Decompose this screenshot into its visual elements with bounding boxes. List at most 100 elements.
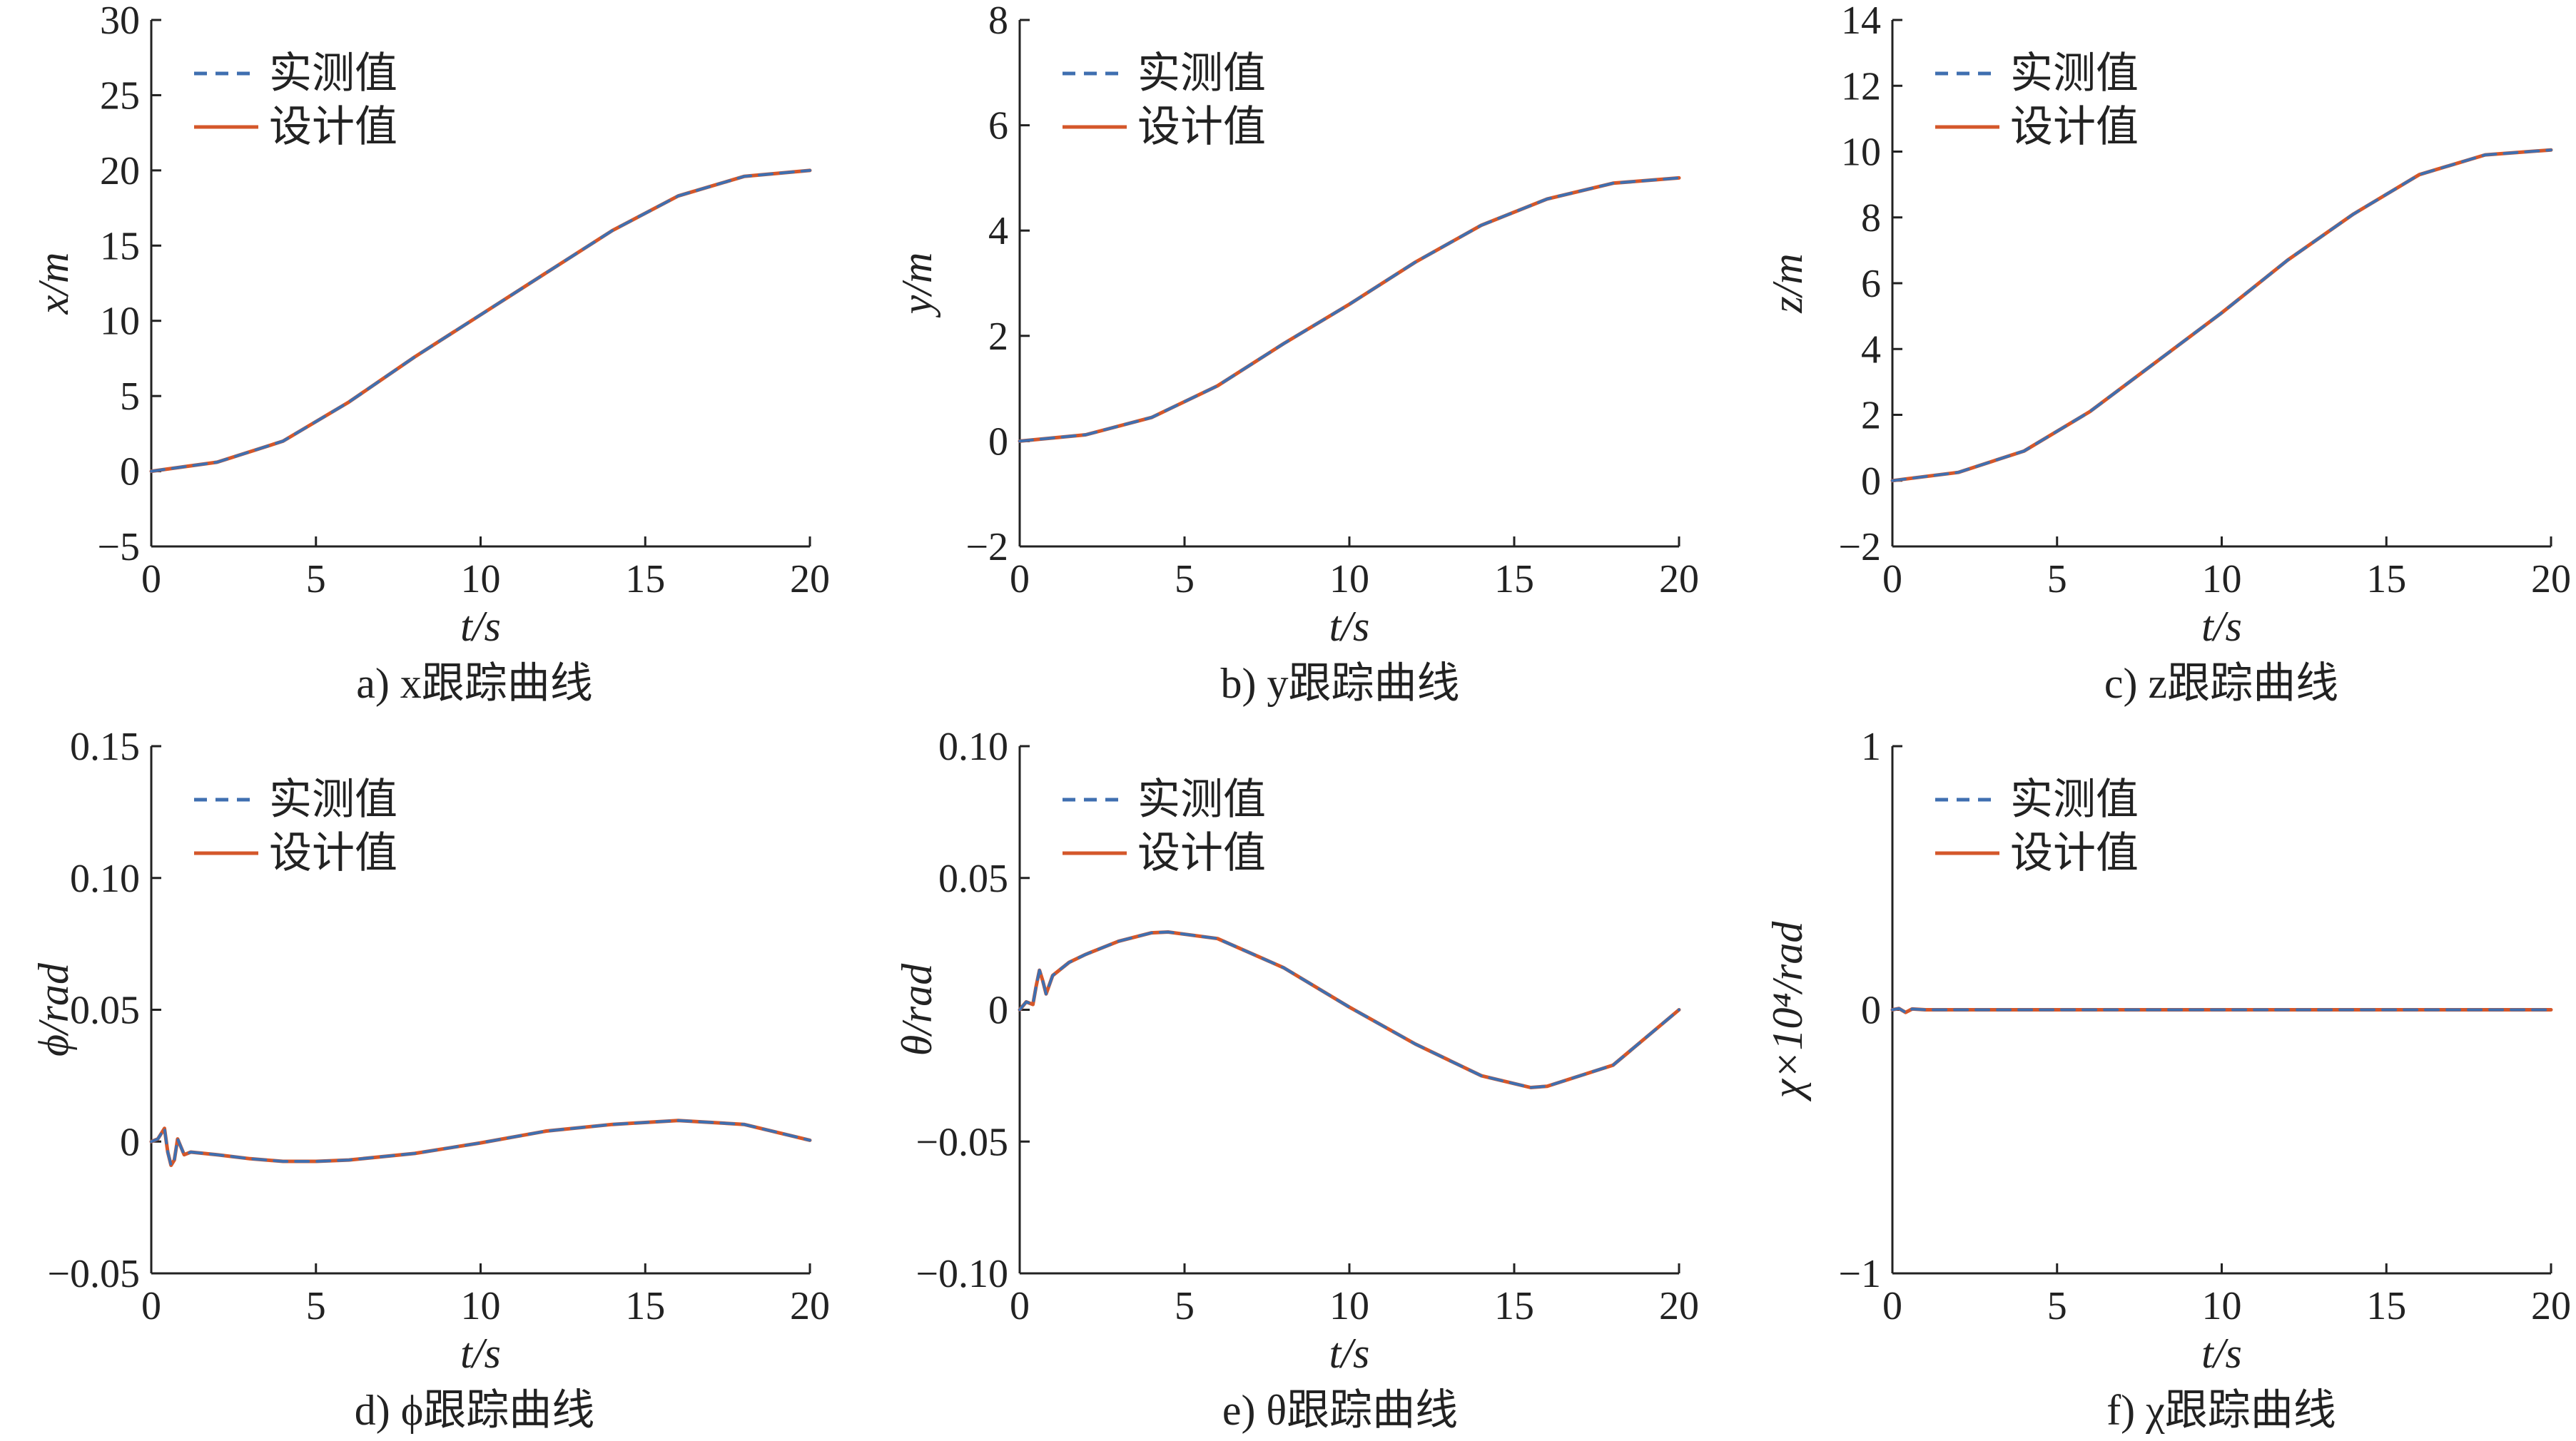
y-axis-title: ϕ/rad: [30, 962, 77, 1056]
design-series-line: [1890, 148, 2553, 483]
x-tick-label: 15: [1494, 557, 1534, 601]
x-tick-label: 0: [1010, 1284, 1030, 1328]
y-tick-label: 4: [1861, 327, 1881, 372]
legend-label-measured: 实测值: [1137, 50, 1266, 97]
y-tick-label: 14: [1841, 0, 1881, 43]
x-tick-label: 10: [461, 1284, 501, 1328]
x-tick-label: 10: [1329, 557, 1369, 601]
legend-label-measured: 实测值: [269, 776, 397, 823]
x-axis-title: t/s: [2201, 603, 2242, 650]
y-tick-label: 0: [1861, 989, 1881, 1033]
x-tick-label: 20: [790, 1284, 830, 1328]
legend-label-measured: 实测值: [1137, 776, 1266, 823]
y-tick-label: 15: [100, 224, 140, 268]
chart-caption: d) ϕ跟踪曲线: [355, 1387, 595, 1434]
y-tick-label: 0.10: [70, 857, 140, 901]
x-tick-label: 15: [1494, 1284, 1534, 1328]
legend-label-design: 设计值: [1137, 103, 1266, 151]
x-tick-label: 0: [141, 1284, 161, 1328]
design-series-line: [1018, 175, 1681, 443]
chart-caption: f) χ跟踪曲线: [2106, 1387, 2336, 1434]
x-tick-label: 10: [461, 557, 501, 601]
x-axis-title: t/s: [460, 603, 501, 650]
y-tick-label: 10: [100, 300, 140, 344]
y-axis-title: z/m: [1764, 253, 1811, 313]
x-tick-label: 15: [2366, 1284, 2406, 1328]
x-tick-label: 5: [306, 1284, 326, 1328]
chart-caption: c) z跟踪曲线: [2104, 660, 2338, 707]
y-axis-title: y/m: [893, 253, 940, 319]
legend-label-measured: 实测值: [2010, 50, 2139, 97]
design-series-line: [1018, 930, 1681, 1089]
y-tick-label: 6: [1861, 262, 1881, 306]
y-tick-label: −2: [1838, 525, 1881, 569]
y-tick-label: 10: [1841, 131, 1881, 175]
x-axis-title: t/s: [1329, 1330, 1370, 1377]
x-tick-label: 15: [625, 1284, 665, 1328]
x-tick-label: 0: [1882, 1284, 1902, 1328]
y-tick-label: 2: [988, 315, 1008, 359]
x-tick-label: 5: [306, 557, 326, 601]
measured-series-line: [1891, 148, 2552, 482]
y-tick-label: 0: [988, 989, 1008, 1033]
chart-caption: e) θ跟踪曲线: [1222, 1387, 1458, 1434]
y-tick-label: −0.05: [916, 1120, 1008, 1164]
y-tick-label: 12: [1841, 64, 1881, 108]
measured-series-line: [150, 1119, 811, 1167]
y-tick-label: −0.10: [916, 1252, 1008, 1296]
legend-label-design: 设计值: [2010, 103, 2139, 151]
x-tick-label: 20: [1659, 557, 1699, 601]
y-tick-label: 5: [120, 375, 140, 419]
measured-series-line: [150, 168, 811, 473]
y-tick-label: 0.10: [938, 725, 1008, 769]
legend-label-measured: 实测值: [269, 50, 397, 97]
x-tick-label: 0: [1010, 557, 1030, 601]
y-tick-label: 4: [988, 209, 1008, 253]
y-tick-label: −5: [97, 525, 140, 569]
x-tick-label: 5: [1175, 1284, 1195, 1328]
legend-label-design: 设计值: [2010, 830, 2139, 877]
y-axis-title: χ×10⁴/rad: [1764, 921, 1811, 1102]
y-tick-label: 8: [1861, 196, 1881, 240]
y-tick-label: 0: [988, 419, 1008, 464]
design-series-line: [149, 1119, 812, 1167]
x-tick-label: 10: [2202, 557, 2242, 601]
measured-series-line: [1018, 930, 1680, 1089]
y-axis-title: θ/rad: [893, 963, 940, 1056]
x-tick-label: 10: [2202, 1284, 2242, 1328]
y-tick-label: −1: [1838, 1252, 1881, 1296]
x-tick-label: 0: [1882, 557, 1902, 601]
x-axis-title: t/s: [1329, 603, 1370, 650]
y-axis-title: x/m: [30, 253, 77, 315]
y-tick-label: 0.05: [70, 989, 140, 1033]
chart-caption: a) x跟踪曲线: [356, 660, 593, 707]
legend-label-design: 设计值: [269, 103, 397, 151]
x-tick-label: 5: [2047, 557, 2067, 601]
x-axis-title: t/s: [2201, 1330, 2242, 1377]
y-tick-label: 8: [988, 0, 1008, 43]
y-tick-label: 0.05: [938, 857, 1008, 901]
legend-label-measured: 实测值: [2010, 776, 2139, 823]
y-tick-label: 1: [1861, 725, 1881, 769]
x-tick-label: 15: [2366, 557, 2406, 601]
x-tick-label: 5: [2047, 1284, 2067, 1328]
y-tick-label: 0.15: [70, 725, 140, 769]
x-tick-label: 0: [141, 557, 161, 601]
y-tick-label: 0: [120, 1120, 140, 1164]
design-series-line: [149, 168, 812, 474]
y-tick-label: 0: [120, 450, 140, 494]
y-tick-label: 25: [100, 73, 140, 118]
x-tick-label: 15: [625, 557, 665, 601]
x-tick-label: 10: [1329, 1284, 1369, 1328]
y-tick-label: −2: [965, 525, 1008, 569]
x-tick-label: 20: [2531, 1284, 2571, 1328]
y-tick-label: 30: [100, 0, 140, 43]
